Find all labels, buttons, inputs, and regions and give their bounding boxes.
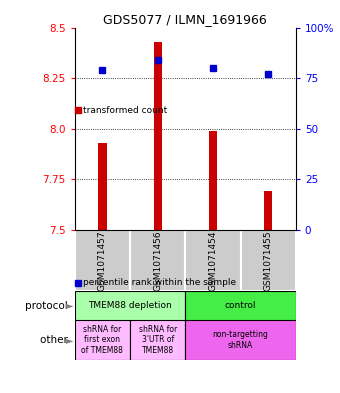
Text: non-targetting
shRNA: non-targetting shRNA [212, 330, 269, 350]
Title: GDS5077 / ILMN_1691966: GDS5077 / ILMN_1691966 [103, 13, 267, 26]
Bar [75, 320, 130, 360]
Text: percentile rank within the sample: percentile rank within the sample [83, 279, 236, 287]
Bar [185, 230, 241, 291]
Text: control: control [225, 301, 256, 310]
Bar [130, 320, 185, 360]
Bar [154, 42, 162, 230]
Text: GSM1071457: GSM1071457 [98, 230, 107, 291]
Text: transformed count: transformed count [83, 106, 168, 114]
Bar [264, 191, 272, 230]
Text: ►: ► [66, 301, 73, 310]
Bar [130, 230, 185, 291]
Text: protocol: protocol [26, 301, 71, 310]
Text: GSM1071454: GSM1071454 [208, 230, 217, 290]
Text: GSM1071455: GSM1071455 [264, 230, 273, 291]
Text: ►: ► [66, 335, 73, 345]
Bar [75, 230, 130, 291]
Text: TMEM88 depletion: TMEM88 depletion [88, 301, 172, 310]
Bar [241, 230, 296, 291]
Text: other: other [40, 335, 71, 345]
Bar [75, 291, 185, 320]
Text: shRNA for
3'UTR of
TMEM88: shRNA for 3'UTR of TMEM88 [139, 325, 177, 355]
Bar [185, 320, 296, 360]
Bar [185, 291, 296, 320]
Text: GSM1071456: GSM1071456 [153, 230, 162, 291]
Bar [98, 143, 106, 230]
Bar [209, 131, 217, 230]
Text: shRNA for
first exon
of TMEM88: shRNA for first exon of TMEM88 [82, 325, 123, 355]
